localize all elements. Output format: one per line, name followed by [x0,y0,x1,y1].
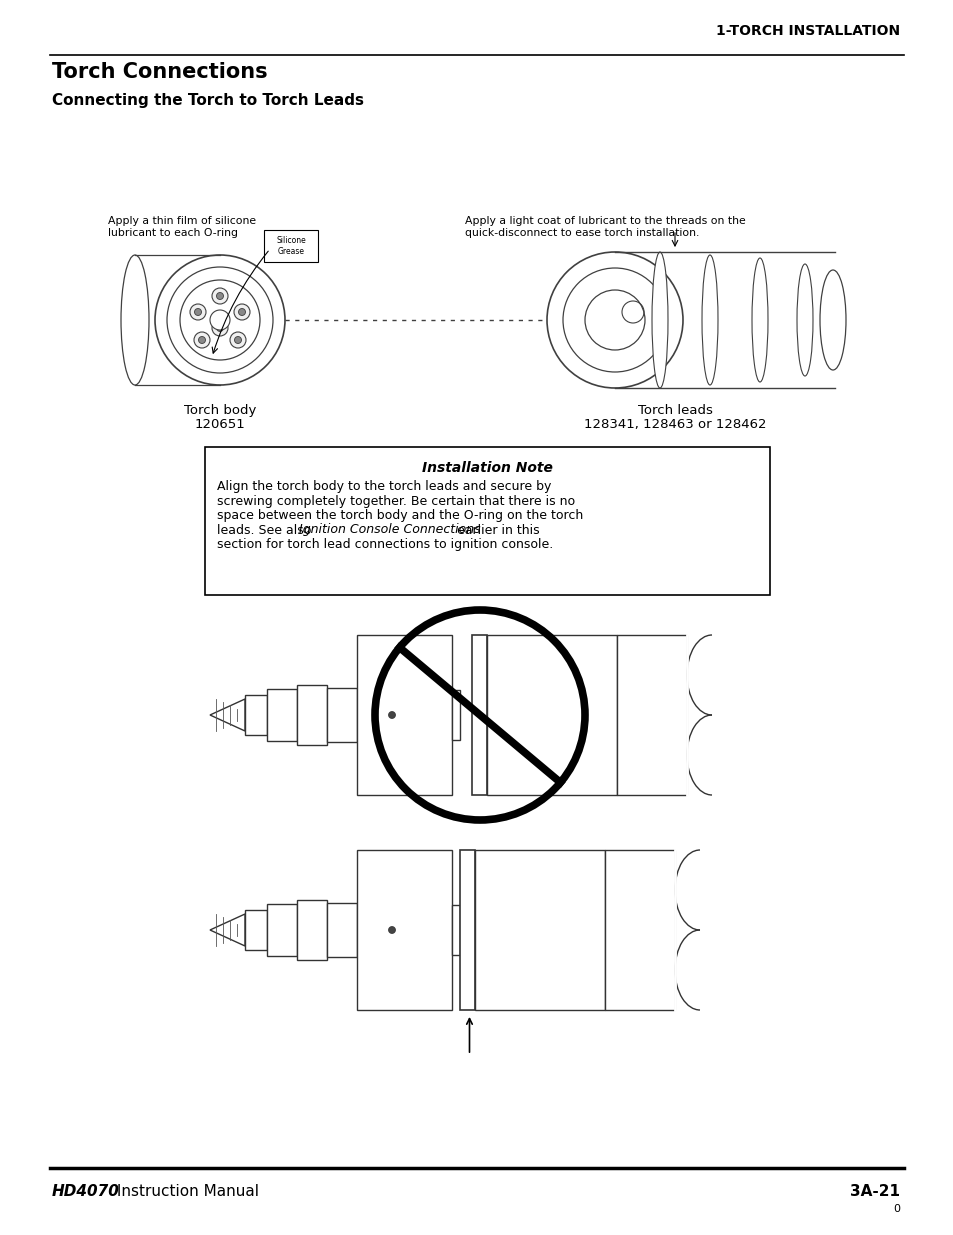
Text: HD4070: HD4070 [52,1184,120,1199]
Circle shape [234,336,241,343]
FancyBboxPatch shape [264,230,317,262]
Ellipse shape [820,270,845,370]
Bar [617,635,686,795]
Circle shape [212,288,228,304]
Text: leads. See also: leads. See also [216,524,315,536]
Text: Torch Connections: Torch Connections [52,62,268,82]
Text: section for torch lead connections to ignition console.: section for torch lead connections to ig… [216,538,553,551]
Text: space between the torch body and the O-ring on the torch: space between the torch body and the O-r… [216,509,582,522]
Circle shape [388,926,395,934]
Text: Apply a thin film of silicone: Apply a thin film of silicone [108,216,255,226]
Bar [296,900,327,960]
Bar [604,850,675,1010]
Text: quick-disconnect to ease torch installation.: quick-disconnect to ease torch installat… [464,228,699,238]
Polygon shape [210,914,245,946]
Circle shape [546,252,682,388]
Bar [205,447,769,595]
Text: Silicone
Grease: Silicone Grease [275,236,306,256]
Bar [245,910,267,950]
Circle shape [212,320,228,336]
Bar [356,635,452,795]
Bar [327,903,356,957]
Text: Apply a light coat of lubricant to the threads on the: Apply a light coat of lubricant to the t… [464,216,745,226]
Bar [452,690,459,740]
Bar [296,685,327,745]
Bar [459,850,475,1010]
Ellipse shape [701,254,718,385]
Text: Instruction Manual: Instruction Manual [112,1184,258,1199]
Bar [486,635,617,795]
Text: Connecting the Torch to Torch Leads: Connecting the Torch to Torch Leads [52,93,364,107]
Text: Installation Note: Installation Note [421,461,553,475]
Ellipse shape [796,264,812,375]
Circle shape [194,309,201,315]
Bar [472,635,486,795]
Ellipse shape [751,258,767,382]
Ellipse shape [651,252,667,388]
Circle shape [388,711,395,719]
Circle shape [216,293,223,300]
Text: 1-TORCH INSTALLATION: 1-TORCH INSTALLATION [715,23,899,38]
Text: 0: 0 [892,1204,899,1214]
Circle shape [193,332,210,348]
Circle shape [198,336,205,343]
Bar [245,695,267,735]
Text: 3A-21: 3A-21 [849,1184,899,1199]
Circle shape [190,304,206,320]
Text: screwing completely together. Be certain that there is no: screwing completely together. Be certain… [216,494,575,508]
Text: Torch leads: Torch leads [637,404,712,417]
Text: Align the torch body to the torch leads and secure by: Align the torch body to the torch leads … [216,480,551,493]
Text: Ignition Console Connections: Ignition Console Connections [299,524,480,536]
Bar [356,850,452,1010]
Text: lubricant to each O-ring: lubricant to each O-ring [108,228,237,238]
Bar [475,850,604,1010]
Polygon shape [210,699,245,731]
Bar [452,905,459,955]
Text: 128341, 128463 or 128462: 128341, 128463 or 128462 [583,417,765,431]
Text: Torch body: Torch body [184,404,256,417]
Circle shape [216,325,223,331]
Circle shape [210,310,230,330]
Bar [267,689,296,741]
Circle shape [238,309,245,315]
Text: earlier in this: earlier in this [453,524,539,536]
Bar [327,688,356,742]
Circle shape [230,332,246,348]
Circle shape [154,254,285,385]
Text: 120651: 120651 [194,417,245,431]
Circle shape [233,304,250,320]
Bar [267,904,296,956]
